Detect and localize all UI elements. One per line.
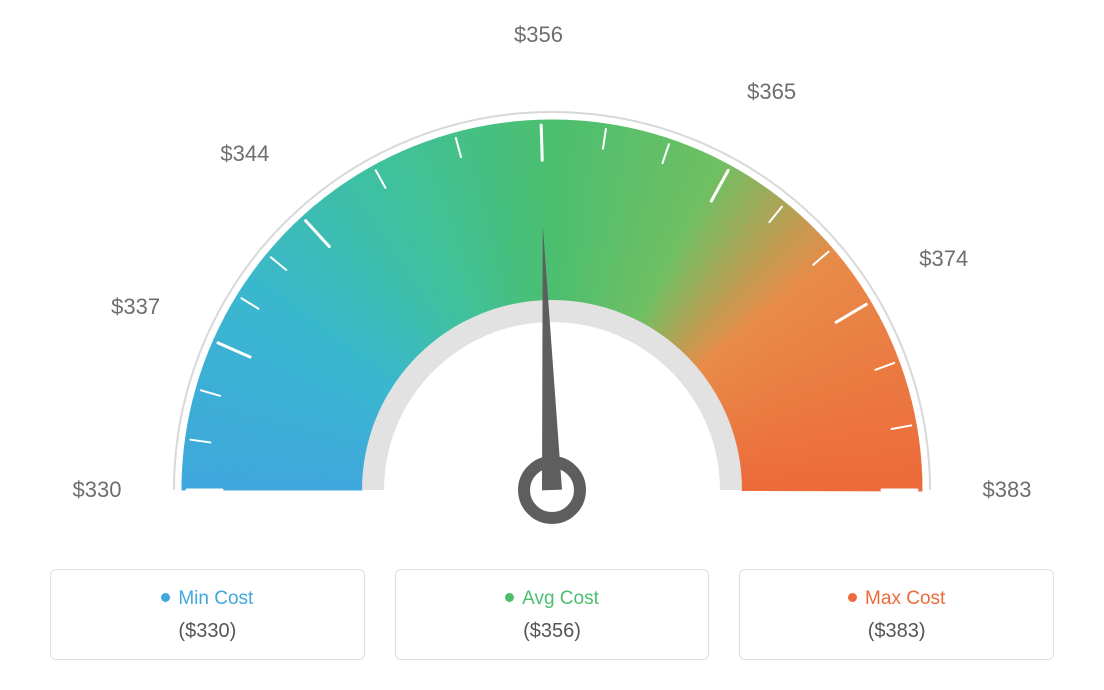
legend-value-max: ($383) (750, 620, 1043, 643)
legend-title-min: Min Cost (61, 588, 354, 610)
legend-label: Min Cost (178, 588, 253, 609)
gauge-tick-label: $344 (220, 141, 269, 167)
legend-card-max: Max Cost ($383) (739, 569, 1054, 660)
dot-icon (505, 593, 514, 602)
gauge-tick-label: $365 (747, 79, 796, 105)
gauge-tick-label: $356 (514, 22, 563, 48)
dot-icon (848, 593, 857, 602)
legend-label: Avg Cost (522, 588, 599, 609)
gauge-tick-label: $337 (111, 294, 160, 320)
legend-card-avg: Avg Cost ($356) (395, 569, 710, 660)
gauge-tick-label: $383 (983, 477, 1032, 503)
legend-title-max: Max Cost (750, 588, 1043, 610)
legend-row: Min Cost ($330) Avg Cost ($356) Max Cost… (50, 569, 1054, 660)
legend-value-avg: ($356) (406, 620, 699, 643)
legend-value-min: ($330) (61, 620, 354, 643)
gauge-area: $330 $337 $344 $356 $365 $374 $383 (0, 0, 1104, 540)
legend-card-min: Min Cost ($330) (50, 569, 365, 660)
gauge-chart-container: $330 $337 $344 $356 $365 $374 $383 Min Cost ($… (0, 0, 1104, 690)
gauge-tick-label: $330 (73, 477, 122, 503)
gauge-tick-label: $374 (919, 246, 968, 272)
legend-title-avg: Avg Cost (406, 588, 699, 610)
legend-label: Max Cost (865, 588, 945, 609)
dot-icon (161, 593, 170, 602)
